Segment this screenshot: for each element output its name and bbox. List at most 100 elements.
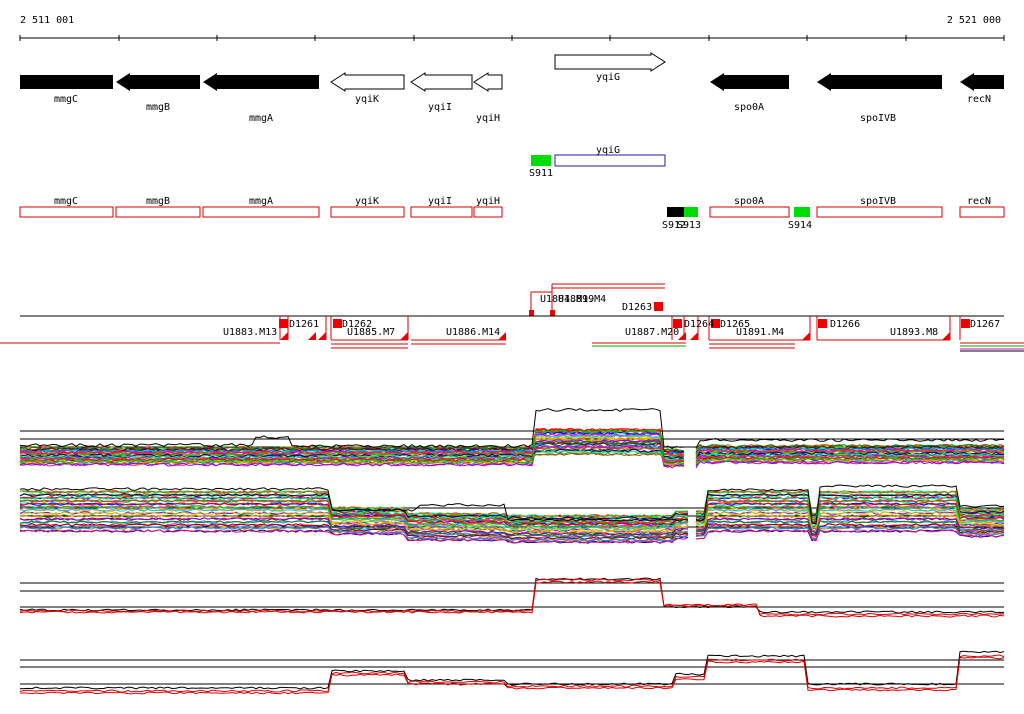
expression-profile-panel-1 — [19, 407, 1005, 469]
gene-label: mmgC — [54, 94, 78, 105]
expression-trace — [19, 580, 1005, 618]
expression-trace — [19, 654, 1005, 693]
expression-summary-panel-1 — [19, 577, 1005, 618]
expression-trace — [19, 496, 1005, 522]
transcript-end-marker — [942, 332, 950, 340]
gene-label: recN — [967, 94, 991, 105]
signal-label-S911: S911 — [529, 168, 553, 179]
transcript-end-marker — [308, 332, 316, 340]
expression-trace — [19, 490, 1005, 518]
transcript-marker-D1267[interactable] — [961, 319, 970, 328]
segment-box-spo0A[interactable] — [709, 206, 790, 218]
segment-box-mmgA[interactable] — [202, 206, 320, 218]
gene-yqiK[interactable]: yqiK — [330, 72, 405, 105]
transcript-label-D1261: D1261 — [289, 319, 319, 330]
expression-trace — [19, 505, 1005, 528]
expression-trace — [19, 529, 1005, 544]
segment-row: mmgC mmgB mmgA yqiK yqiI yqiH spo0A spoI… — [19, 196, 1005, 231]
gene-yqiI[interactable]: yqiI — [410, 72, 473, 113]
transcript-label-U1886-M14: U1886.M14 — [446, 327, 500, 338]
transcript-label-U1891-M4: U1891.M4 — [736, 327, 784, 338]
transcript-end-marker — [280, 332, 288, 340]
transcript-label-D1266: D1266 — [830, 319, 860, 330]
expression-trace — [19, 578, 1005, 616]
transcript-label-D1262: D1262 — [342, 319, 372, 330]
transcript-marker-D1262[interactable] — [333, 319, 342, 328]
segment-label: yqiH — [476, 196, 500, 207]
gene-label: yqiH — [476, 113, 500, 124]
gene-recN[interactable]: recN — [960, 73, 1004, 105]
transcript-track: U1884.M19 U1889.M4 D1263 — [0, 283, 1024, 352]
transcript-end-marker — [400, 332, 408, 340]
signal-box-S913[interactable] — [684, 207, 698, 217]
transcript-end-marker — [690, 332, 698, 340]
transcript-marker-D1266[interactable] — [818, 319, 827, 328]
gene-mmgB[interactable]: mmgB — [116, 73, 200, 113]
gene-mmgC[interactable]: mmgC — [20, 75, 113, 105]
transcript-end-marker — [802, 332, 810, 340]
signal-box-S911[interactable] — [531, 155, 551, 166]
transcript-marker — [529, 310, 534, 316]
expression-profile-panel-2 — [19, 484, 1005, 544]
segment-box-yqiK[interactable] — [330, 206, 405, 218]
gene-spo0A[interactable]: spo0A — [710, 73, 789, 113]
segment-box-recN[interactable] — [959, 206, 1005, 218]
coordinate-ruler: 2 511 001 2 521 000 — [19, 15, 1005, 41]
expression-trace — [19, 450, 1005, 461]
gene-yqiH[interactable]: yqiH — [473, 72, 503, 124]
signal-box-S912[interactable] — [667, 207, 684, 217]
expression-trace — [19, 514, 1005, 534]
coordinate-start-label: 2 511 001 — [20, 15, 74, 26]
transcript-end-marker — [678, 332, 686, 340]
annotation-row: yqiG S911 — [529, 145, 666, 179]
coordinate-end-label: 2 521 000 — [947, 15, 1001, 26]
annotation-label-yqiG: yqiG — [596, 145, 620, 156]
segment-label: spoIVB — [860, 196, 896, 207]
segment-box-mmgC[interactable] — [19, 206, 114, 218]
gene-mmgA[interactable]: mmgA — [203, 73, 319, 124]
transcript-marker-D1265[interactable] — [711, 319, 720, 328]
transcript-label-U1893-M8: U1893.M8 — [890, 327, 938, 338]
segment-box-mmgB[interactable] — [115, 206, 201, 218]
gene-label: mmgB — [146, 102, 170, 113]
signal-label-S913: S913 — [677, 220, 701, 231]
transcript-marker-D1264[interactable] — [673, 319, 682, 328]
expression-trace — [19, 439, 1005, 469]
transcript-end-marker — [318, 332, 326, 340]
expression-trace — [19, 577, 1005, 614]
gene-label: mmgA — [249, 113, 273, 124]
transcript-label-U1884-M19: U1884.M19 — [540, 294, 594, 305]
gene-label: spoIVB — [860, 113, 896, 124]
segment-box-yqiI[interactable] — [410, 206, 473, 218]
signal-label-S912: S912 — [662, 220, 686, 231]
gene-spoIVB[interactable]: spoIVB — [817, 73, 942, 124]
expression-trace — [19, 407, 1005, 450]
transcript-marker-D1263[interactable] — [654, 302, 663, 311]
expression-trace — [19, 502, 1005, 526]
gene-label: spo0A — [734, 102, 764, 113]
segment-box-yqiH[interactable] — [473, 206, 503, 218]
segment-label: yqiI — [428, 196, 452, 207]
expression-trace — [19, 650, 1005, 690]
transcript-marker — [550, 310, 555, 316]
expression-trace — [20, 656, 1005, 695]
segment-box-spoIVB[interactable] — [816, 206, 943, 218]
transcript-label-D1267: D1267 — [970, 319, 1000, 330]
gene-label: yqiK — [355, 94, 379, 105]
transcript-label-D1263: D1263 — [622, 302, 652, 313]
gene-yqiG[interactable]: yqiG — [554, 52, 666, 83]
segment-label: yqiK — [355, 196, 379, 207]
expression-trace — [19, 508, 1005, 530]
transcript-marker-D1261[interactable] — [279, 319, 288, 328]
expression-trace — [19, 520, 1005, 538]
gene-label: yqiI — [428, 102, 452, 113]
segment-label: mmgB — [146, 196, 170, 207]
signal-box-S914[interactable] — [794, 207, 810, 217]
expression-summary-panel-2 — [19, 650, 1005, 695]
gene-track: mmgC mmgB mmgA yqiK yqiI yqiH yqiG spo0 — [20, 52, 1004, 124]
annotation-box-yqiG[interactable] — [554, 154, 666, 167]
expression-trace — [19, 499, 1005, 524]
expression-trace — [19, 440, 1005, 452]
expression-trace — [20, 526, 1005, 542]
